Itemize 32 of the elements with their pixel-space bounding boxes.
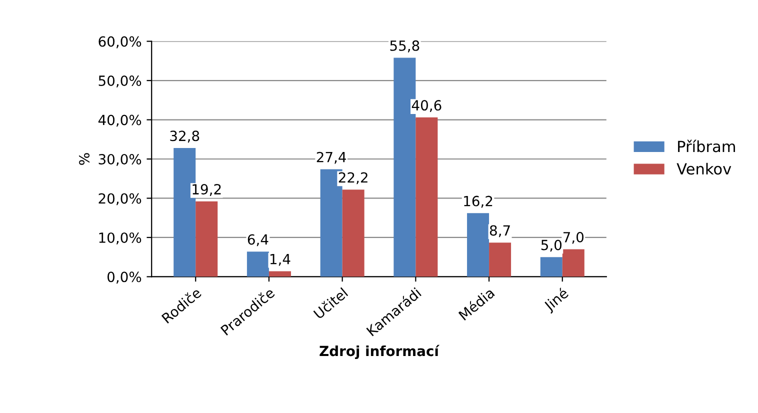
data-label: 7,0 — [563, 232, 584, 244]
data-label: 8,7 — [490, 225, 510, 238]
y-tick-label: 40,0% — [98, 114, 142, 127]
y-tick-label: 20,0% — [98, 193, 142, 206]
bar — [268, 271, 291, 277]
data-label: 6,4 — [248, 234, 268, 246]
bar — [562, 249, 584, 277]
x-axis-title: Zdroj informací — [320, 344, 440, 360]
legend-label: Venkov — [676, 162, 732, 175]
data-label: 19,2 — [192, 184, 221, 196]
y-tick-label: 10,0% — [99, 232, 142, 244]
data-label: 27,4 — [316, 152, 346, 164]
y-tick-label: 30,0% — [98, 154, 142, 166]
bar — [540, 257, 562, 277]
y-tick-label: 50,0% — [98, 76, 142, 88]
bar — [196, 201, 218, 277]
bar — [489, 242, 512, 277]
bar — [246, 252, 269, 277]
y-axis-title: % — [79, 153, 90, 165]
bar — [416, 117, 438, 277]
y-tick-label: 60,0% — [98, 36, 142, 48]
data-label: 40,6 — [412, 100, 442, 112]
legend-label: Příbram — [678, 140, 735, 152]
data-label: 5,0 — [541, 240, 562, 252]
data-label: 55,8 — [390, 40, 420, 52]
data-label: 32,8 — [170, 130, 200, 143]
data-label: 22,2 — [338, 172, 368, 184]
data-label: 16,2 — [464, 196, 492, 208]
data-label: 1,4 — [270, 254, 290, 266]
y-tick-label: 0,0% — [108, 272, 142, 284]
bar — [342, 190, 364, 277]
bar — [467, 213, 490, 277]
